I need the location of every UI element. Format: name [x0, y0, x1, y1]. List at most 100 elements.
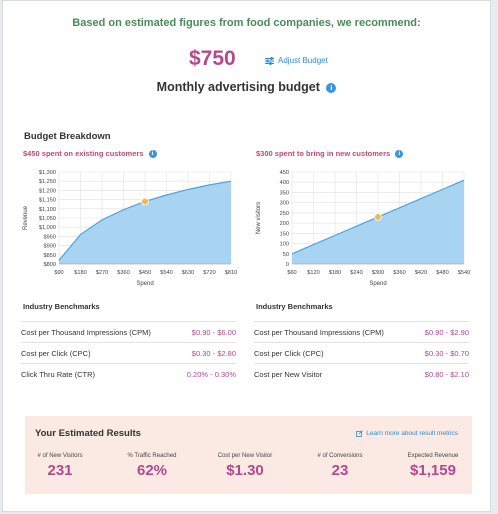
benchmark-row: Cost per New Visitor $0.80 - $2.10	[254, 363, 469, 384]
benchmark-label: Click Thru Rate (CTR)	[21, 369, 96, 379]
info-icon[interactable]: i	[148, 150, 157, 159]
sliders-icon	[265, 56, 274, 65]
benchmarks-title-new: Industry Benchmarks	[256, 302, 333, 311]
metric-value: 231	[47, 462, 73, 479]
estimated-results-panel: Your Estimated Results Learn more about …	[25, 416, 472, 494]
budget-label: Monthly advertising budget	[156, 80, 320, 94]
x-tick-label: $810	[225, 270, 237, 276]
learn-more-link[interactable]: Learn more about result metrics	[356, 430, 458, 437]
benchmark-label: Cost per Thousand Impressions (CPM)	[21, 327, 151, 337]
benchmark-value: $0.80 - $2.10	[424, 369, 469, 379]
x-tick-label: $480	[436, 270, 448, 276]
metric-new-visitors: # of New Visitors 231	[15, 453, 105, 479]
benchmarks-new: Cost per Thousand Impressions (CPM) $0.90…	[254, 321, 469, 384]
series-area	[59, 181, 231, 264]
metric-expected-revenue: Expected Revenue $1,159	[388, 453, 478, 479]
existing-customers-label: $450 spent on existing customers	[23, 149, 144, 158]
metric-cost-per-visitor: Cost per New Visitor $1.30	[200, 453, 290, 479]
series-area	[292, 180, 464, 264]
metric-value: 62%	[136, 462, 168, 479]
benchmark-row: Cost per Thousand Impressions (CPM) $0.90…	[254, 321, 469, 342]
benchmark-value: $0.30 - $2.80	[191, 348, 236, 358]
y-tick-label: $900	[44, 244, 56, 250]
x-tick-label: $540	[160, 270, 172, 276]
external-link-icon	[356, 430, 364, 437]
x-tick-label: $120	[307, 270, 319, 276]
y-tick-label: $1,300	[39, 170, 56, 176]
x-tick-label: $180	[329, 270, 341, 276]
metric-value: $1,159	[410, 462, 456, 479]
y-tick-label: 300	[280, 201, 289, 207]
budget-label-row: Monthly advertising budget i	[3, 80, 490, 94]
learn-more-label: Learn more about result metrics	[366, 430, 458, 437]
metric-label: Cost per New Visitor	[217, 453, 273, 459]
x-tick-label: $420	[415, 270, 427, 276]
existing-customers-label-row: $450 spent on existing customers i	[23, 149, 157, 159]
benchmark-value: $0.90 - $6.00	[191, 327, 236, 337]
y-tick-label: 450	[280, 170, 289, 176]
metric-label: Expected Revenue	[407, 453, 459, 459]
y-tick-label: 400	[280, 180, 289, 186]
x-tick-label: $60	[287, 270, 296, 276]
x-tick-label: $360	[117, 270, 129, 276]
x-tick-label: $630	[182, 270, 194, 276]
y-tick-label: $800	[44, 262, 56, 268]
metric-conversions: # of Conversions 23	[295, 453, 385, 479]
y-tick-label: $1,000	[39, 225, 56, 231]
y-tick-label: $1,200	[39, 188, 56, 194]
x-tick-label: $360	[393, 270, 405, 276]
x-tick-label: $720	[203, 270, 215, 276]
info-icon[interactable]: i	[395, 150, 404, 159]
metric-value: 23	[331, 462, 349, 479]
benchmark-row: Cost per Click (CPC) $0.30 - $0.70	[254, 342, 469, 363]
recommendation-headline: Based on estimated figures from food com…	[72, 17, 421, 29]
x-tick-label: $180	[74, 270, 86, 276]
benchmark-label: Cost per Click (CPC)	[21, 348, 91, 358]
y-tick-label: 200	[280, 221, 289, 227]
revenue-chart: $1,300 $1,250 $1,200 $1,150 $1,100 $1,050 $1,0…	[23, 170, 237, 287]
x-tick-label: $300	[372, 270, 384, 276]
recommendation-card: Based on estimated figures from food com…	[2, 0, 491, 512]
y-axis-label: Revenue	[23, 205, 29, 230]
y-tick-label: 50	[283, 252, 289, 258]
y-tick-label: $1,050	[39, 216, 56, 222]
x-tick-label: $240	[350, 270, 362, 276]
new-customers-label: $300 spent to bring in new customers	[256, 149, 391, 158]
y-tick-label: 100	[280, 242, 289, 248]
metric-label: # of Conversions	[317, 453, 363, 459]
new-customers-label-row: $300 spent to bring in new customers i	[256, 149, 404, 159]
benchmark-value: 0.20% - 0.30%	[186, 369, 236, 379]
current-spend-marker	[374, 213, 382, 221]
benchmark-label: Cost per Click (CPC)	[254, 348, 324, 358]
x-tick-label: $450	[139, 270, 151, 276]
benchmarks-title-existing: Industry Benchmarks	[23, 302, 100, 311]
budget-amount: $750	[189, 47, 236, 70]
benchmark-value: $0.30 - $0.70	[424, 348, 469, 358]
x-axis-label: Spend	[136, 281, 153, 287]
benchmark-label: Cost per New Visitor	[254, 369, 323, 379]
y-tick-label: $950	[44, 234, 56, 240]
metric-value: $1.30	[226, 462, 264, 479]
adjust-budget-label: Adjust Budget	[278, 56, 328, 65]
x-tick-label: $90	[54, 270, 63, 276]
current-spend-marker	[141, 197, 149, 206]
x-tick-label: $270	[96, 270, 108, 276]
y-tick-label: $1,100	[39, 207, 56, 213]
y-tick-label: 0	[286, 262, 289, 268]
benchmark-row: Click Thru Rate (CTR) 0.20% - 0.30%	[21, 363, 236, 384]
y-tick-label: $850	[44, 253, 56, 259]
adjust-budget-link[interactable]: Adjust Budget	[265, 56, 328, 65]
metric-label: # of New Visitors	[37, 453, 83, 459]
benchmarks-existing: Cost per Thousand Impressions (CPM) $0.90…	[21, 321, 236, 384]
y-tick-label: $1,250	[39, 179, 56, 185]
info-icon[interactable]: i	[326, 82, 337, 93]
y-tick-label: 150	[280, 231, 289, 237]
metric-traffic-reached: % Traffic Reached 62%	[107, 453, 197, 479]
benchmark-label: Cost per Thousand Impressions (CPM)	[254, 327, 384, 337]
y-axis-label: New visitors	[256, 202, 262, 234]
x-tick-label: $540	[458, 270, 470, 276]
new-visitors-chart: 450 400 350 300 250 200 150 100 50 0 $60 $120 $180 $2…	[256, 170, 470, 287]
results-title: Your Estimated Results	[35, 428, 141, 439]
x-axis-label: Spend	[369, 281, 386, 287]
benchmark-row: Cost per Click (CPC) $0.30 - $2.80	[21, 342, 236, 363]
